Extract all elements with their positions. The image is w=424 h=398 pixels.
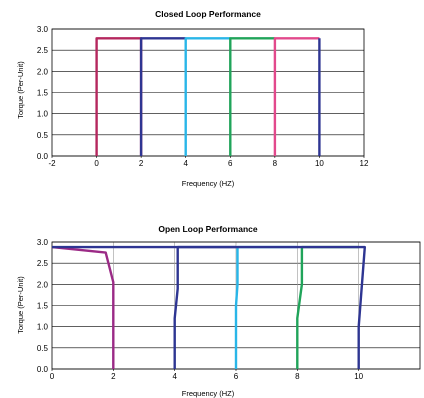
chart1-series-line-4 — [229, 37, 275, 156]
chart2-ytick-label: 1.5 — [37, 302, 49, 311]
chart1-series-line-5 — [273, 37, 320, 156]
chart2-ylabel: Torque (Per-Unit) — [16, 276, 25, 334]
chart2-xtick-label: 2 — [111, 372, 116, 381]
chart2-ytick-label: 3.0 — [37, 238, 49, 247]
chart1-ytick-label: 0.0 — [37, 152, 49, 161]
chart2-xtick-label: 8 — [295, 372, 300, 381]
chart1-xtick-label: 10 — [315, 159, 324, 168]
chart2-ytick-label: 2.0 — [37, 280, 49, 289]
chart2-xtick-label: 6 — [234, 372, 239, 381]
chart2-plot: 0.0 0.5 1.0 1.5 2.0 2.5 3.0 0 2 4 6 8 10 — [37, 238, 421, 381]
chart1-xtick-label: 4 — [183, 159, 188, 168]
chart1-ytick-label: 1.5 — [37, 89, 49, 98]
chart2-xtick-label: 0 — [50, 372, 55, 381]
chart2-ytick-label: 0.5 — [37, 344, 49, 353]
chart1-title: Closed Loop Performance — [155, 9, 261, 19]
chart1-series-line-3 — [184, 37, 231, 156]
chart2-title: Open Loop Performance — [158, 224, 257, 234]
chart1-xtick-label: 0 — [94, 159, 99, 168]
chart2-series-line-1 — [51, 245, 115, 369]
chart2-series-line-4 — [296, 245, 359, 369]
chart2-series-line-2 — [173, 245, 236, 369]
chart1-xlabel: Frequency (HZ) — [182, 179, 235, 188]
chart2-xlabel: Frequency (HZ) — [182, 389, 235, 398]
chart1-xtick-label: 8 — [273, 159, 278, 168]
chart1-ytick-label: 2.0 — [37, 67, 49, 76]
chart2-ytick-label: 0.0 — [37, 365, 49, 374]
chart2-xtick-label: 10 — [354, 372, 363, 381]
chart2-series-line-3 — [234, 245, 298, 369]
chart2-ytick-label: 2.5 — [37, 259, 49, 268]
chart1-xtick-label: 6 — [228, 159, 233, 168]
chart1-ytick-label: 1.0 — [37, 110, 49, 119]
chart1-series-line-1 — [95, 37, 143, 156]
chart1-ytick-label: 2.5 — [37, 46, 49, 55]
chart1-frame — [51, 28, 365, 157]
chart1-ytick-label: 0.5 — [37, 131, 49, 140]
chart1-xtick-label: 2 — [139, 159, 144, 168]
chart1-xtick-label: -2 — [48, 159, 56, 168]
chart1-ytick-label: 3.0 — [37, 25, 49, 34]
chart2-series-line-5 — [52, 245, 366, 369]
chart2-ytick-label: 1.0 — [37, 323, 49, 332]
chart1-ylabel: Torque (Per-Unit) — [16, 61, 25, 119]
chart1-xtick-label: 12 — [360, 159, 369, 168]
chart1-series-line-2 — [139, 37, 186, 156]
chart2-xtick-label: 4 — [172, 372, 177, 381]
chart1-plot: 0.0 0.5 1.0 1.5 2.0 2.5 3.0 -2 0 2 4 6 8 10 12 — [37, 25, 369, 168]
